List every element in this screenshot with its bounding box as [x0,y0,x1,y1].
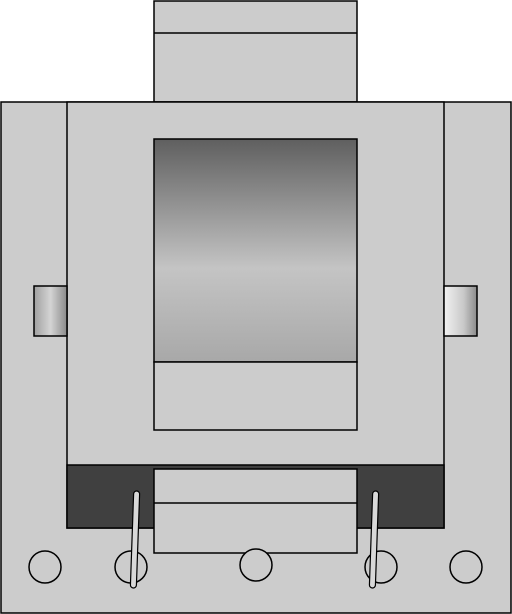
left-clip [129,490,141,589]
left-knob [33,285,68,337]
right-clip [368,490,380,589]
mounting-hole [449,550,483,584]
lower-panel [153,361,358,431]
right-knob [443,285,478,337]
top-block [153,0,358,103]
shaded-window [153,138,358,363]
front-block [153,468,358,554]
mounting-hole [239,548,273,582]
mounting-hole [28,550,62,584]
